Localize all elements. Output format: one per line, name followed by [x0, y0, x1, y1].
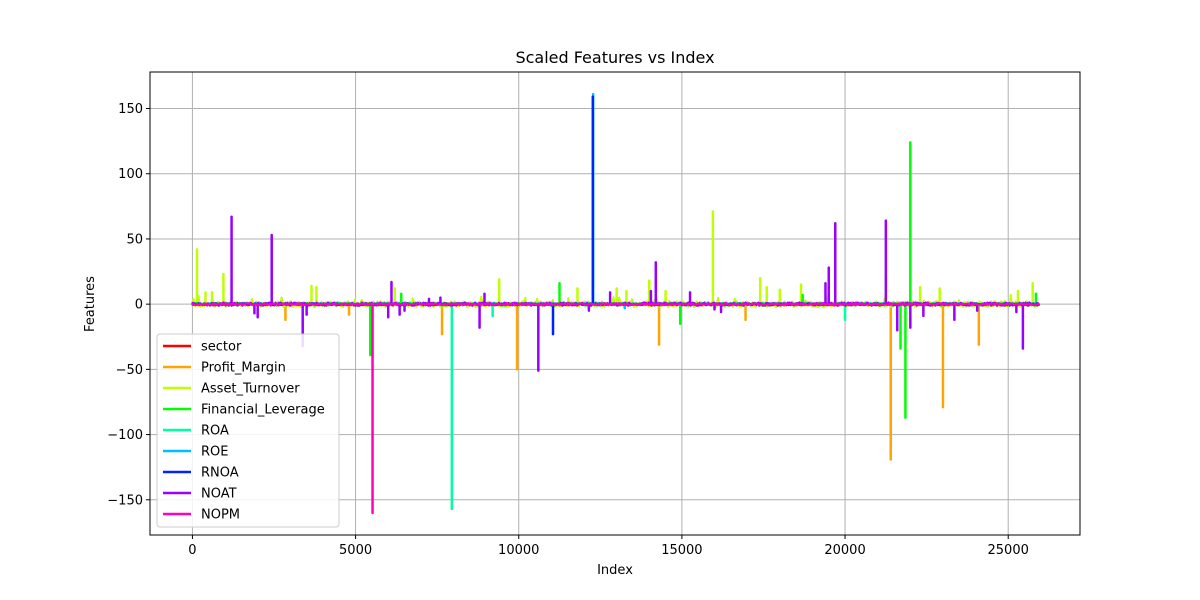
series-layer — [191, 92, 1041, 515]
legend-label: RNOA — [201, 466, 239, 481]
x-axis: 0 5000 10000 15000 20000 25000 — [188, 535, 1029, 558]
legend-label: NOAT — [201, 487, 237, 502]
series-line-NOPM — [191, 302, 1040, 306]
y-tick-label: −150 — [107, 493, 143, 508]
plot-area — [191, 92, 1041, 515]
legend-label: Financial_Leverage — [201, 403, 325, 418]
legend-label: ROE — [201, 445, 228, 460]
y-tick-label: −100 — [107, 428, 143, 443]
legend: sector Profit_Margin Asset_Turnover Financi… — [156, 333, 340, 528]
x-tick-label: 0 — [188, 543, 196, 558]
legend-box — [156, 333, 340, 528]
y-tick-label: −50 — [116, 363, 143, 378]
x-tick-label: 15000 — [661, 543, 702, 558]
y-tick-label: 150 — [118, 102, 143, 117]
x-tick-label: 10000 — [498, 543, 539, 558]
y-axis: −150 −100 −50 0 50 100 150 — [107, 102, 150, 508]
plot-frame — [149, 71, 1081, 536]
legend-label: Profit_Margin — [201, 361, 286, 376]
legend-label: ROA — [201, 424, 229, 439]
y-tick-label: 0 — [135, 298, 143, 313]
x-tick-label: 20000 — [824, 543, 865, 558]
x-tick-label: 25000 — [988, 543, 1029, 558]
chart-title: Scaled Features vs Index — [515, 48, 714, 67]
legend-label: NOPM — [201, 508, 240, 523]
y-tick-label: 50 — [126, 232, 143, 247]
y-tick-label: 100 — [118, 167, 143, 182]
legend-label: Asset_Turnover — [201, 382, 300, 397]
legend-label: sector — [201, 340, 242, 355]
x-tick-label: 5000 — [339, 543, 372, 558]
x-axis-label: Index — [597, 563, 633, 578]
y-axis-label: Features — [83, 276, 98, 332]
